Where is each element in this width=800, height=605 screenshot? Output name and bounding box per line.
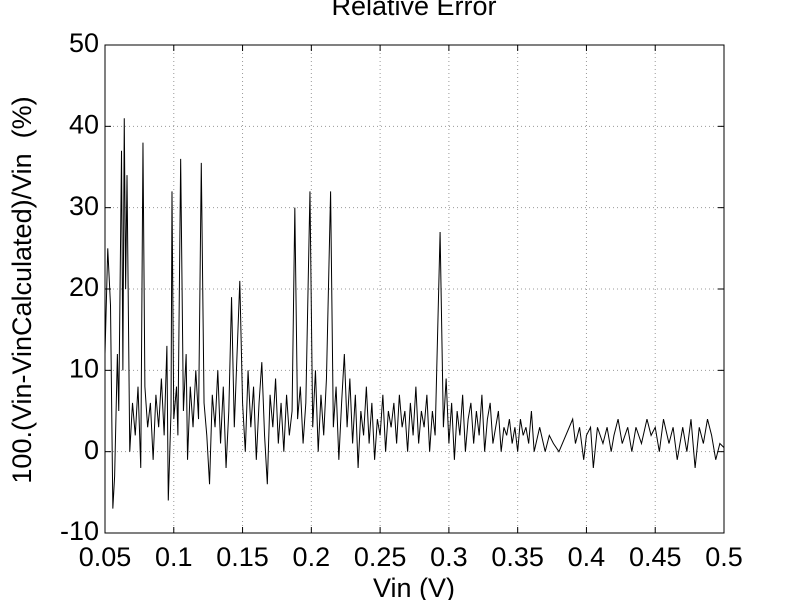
y-tick-label: 10	[69, 353, 99, 383]
x-axis-label: Vin (V)	[373, 573, 455, 600]
x-tick-label: 0.05	[79, 542, 132, 572]
x-tick-label: 0.5	[705, 542, 743, 572]
plot-frame	[104, 44, 725, 534]
x-tick-label: 0.4	[568, 542, 606, 572]
chart-title: Relative Error	[331, 0, 496, 21]
x-tick-label: 0.25	[354, 542, 407, 572]
x-tick-label: 0.1	[155, 542, 193, 572]
data-line	[104, 118, 725, 509]
y-tick-label: 20	[69, 272, 99, 302]
y-tick-label: 40	[69, 109, 99, 139]
y-axis-label: 100.(Vin-VinCalculated)/Vin (%)	[7, 96, 37, 483]
y-tick-label: 0	[84, 435, 99, 465]
x-tick-label: 0.3	[430, 542, 468, 572]
y-tick-label: 30	[69, 191, 99, 221]
x-tick-label: 0.2	[293, 542, 331, 572]
y-tick-label: 50	[69, 28, 99, 58]
y-tick-label: -10	[60, 516, 99, 546]
x-tick-label: 0.35	[491, 542, 544, 572]
x-tick-label: 0.15	[216, 542, 269, 572]
x-tick-label: 0.45	[629, 542, 682, 572]
